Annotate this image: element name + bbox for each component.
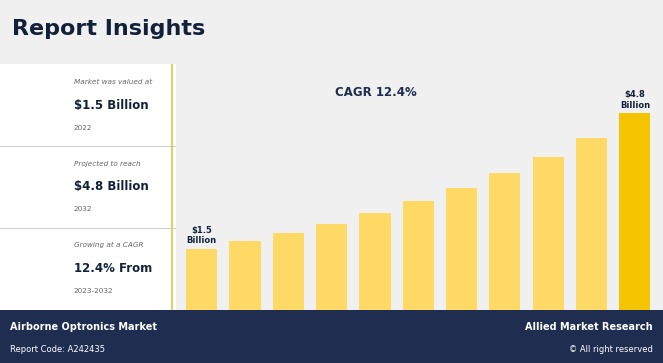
Text: Allied Market Research: Allied Market Research	[526, 322, 653, 332]
Bar	[229, 241, 261, 310]
Text: 2022: 2022	[74, 125, 92, 131]
Bar	[316, 224, 347, 310]
Text: Projected to reach: Projected to reach	[74, 160, 141, 167]
Bar	[446, 188, 477, 310]
Text: $4.8 Billion: $4.8 Billion	[74, 180, 149, 193]
Text: CAGR 12.4%: CAGR 12.4%	[335, 86, 416, 99]
Text: 2023-2032: 2023-2032	[74, 287, 113, 294]
Text: $4.8
Billion: $4.8 Billion	[620, 90, 650, 110]
Bar	[619, 113, 650, 310]
Text: $1.5
Billion: $1.5 Billion	[186, 226, 217, 245]
Bar	[186, 249, 217, 310]
Bar	[576, 138, 607, 310]
Bar	[402, 201, 434, 310]
Text: Report Insights: Report Insights	[12, 19, 205, 38]
Bar	[489, 174, 520, 310]
Text: Market was valued at: Market was valued at	[74, 79, 152, 85]
Text: 2032: 2032	[74, 206, 92, 212]
Bar	[359, 213, 391, 310]
Text: 12.4% From: 12.4% From	[74, 262, 152, 275]
Text: Growing at a CAGR: Growing at a CAGR	[74, 242, 143, 248]
Bar	[272, 233, 304, 310]
Text: $1.5 Billion: $1.5 Billion	[74, 99, 149, 112]
Text: © All right reserved: © All right reserved	[569, 345, 653, 354]
Text: Report Code: A242435: Report Code: A242435	[10, 345, 105, 354]
Bar	[532, 157, 564, 310]
Text: Airborne Optronics Market: Airborne Optronics Market	[10, 322, 157, 332]
